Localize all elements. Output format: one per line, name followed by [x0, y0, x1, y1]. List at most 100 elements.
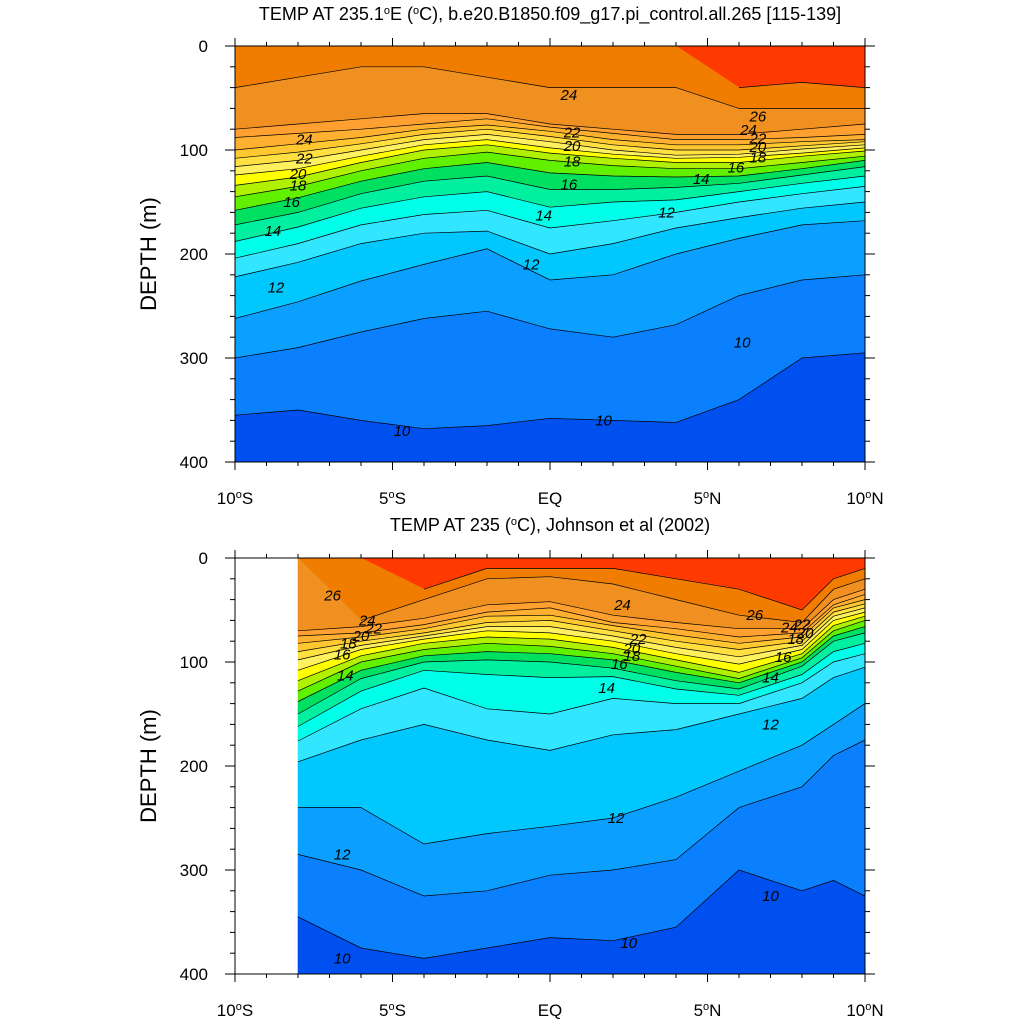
contour-label: 18	[624, 648, 641, 665]
y-tick-label: 0	[199, 549, 208, 568]
y-axis: 0 100 200 300 400	[180, 549, 875, 984]
contour-label: 14	[762, 670, 779, 687]
contour-label: 20	[352, 628, 370, 645]
contour-label: 24	[739, 122, 757, 139]
contour-label: 14	[535, 208, 552, 225]
isotherm-line	[234, 186, 866, 259]
contour-label: 24	[295, 132, 313, 149]
contour-label: 24	[780, 620, 798, 637]
contour-label: 22	[563, 124, 581, 141]
contour-label: 22	[295, 150, 313, 167]
isotherm-line	[234, 118, 866, 140]
isotherm-line	[234, 175, 866, 242]
x-tick-label: EQ	[538, 489, 563, 508]
contour-label: 22	[793, 617, 811, 634]
contour-label: 12	[658, 204, 675, 221]
isotherm-line	[423, 568, 866, 611]
isotherm-line	[297, 653, 866, 742]
isotherm-line	[297, 588, 866, 632]
y-tick-label: 400	[180, 965, 208, 984]
isotherm-line	[297, 615, 866, 682]
isotherm-line	[297, 603, 866, 652]
isotherm-line	[297, 642, 866, 727]
y-tick-label: 100	[180, 653, 208, 672]
isotherm-line	[234, 220, 866, 319]
contour-label: 10	[595, 412, 612, 429]
isotherm-line	[297, 607, 866, 661]
contour-label: 10	[620, 935, 637, 952]
contour-label: 10	[734, 334, 751, 351]
isotherm-line	[234, 166, 866, 226]
isotherm-line	[360, 576, 866, 623]
isotherm-line	[234, 352, 866, 430]
x-tick-label: 5oN	[694, 1001, 722, 1020]
contour-label: 20	[749, 139, 767, 156]
contour-label: 22	[629, 631, 647, 648]
y-axis-label: DEPTH (m)	[136, 709, 161, 823]
contour-label: 12	[608, 810, 625, 827]
isotherm-line	[234, 274, 866, 359]
isotherm-line	[234, 128, 866, 159]
contour-label: 24	[560, 87, 578, 104]
contour-label: 22	[364, 621, 382, 638]
isotherm-line	[234, 151, 866, 198]
isotherm-line	[297, 620, 866, 692]
contour-label: 12	[523, 256, 540, 273]
contour-label: 12	[762, 716, 779, 733]
panel-top: 2422201816141224222018161412262422201816…	[136, 4, 884, 508]
contour-label: 26	[323, 587, 341, 604]
y-tick-label: 200	[180, 245, 208, 264]
y-tick-label: 100	[180, 141, 208, 160]
contour-label: 16	[561, 176, 578, 193]
isotherm-line	[297, 599, 866, 644]
contour-label: 18	[564, 153, 581, 170]
x-tick-label: 10oN	[846, 1001, 883, 1020]
contour-label: 24	[358, 612, 376, 629]
contour-label: 10	[334, 950, 351, 967]
contour-label: 14	[598, 680, 615, 697]
x-axis: 10oS 5oS EQ 5oN 10oN	[217, 550, 884, 1020]
isotherm-line	[234, 134, 866, 167]
x-tick-label: 5oS	[379, 489, 406, 508]
chart-title: TEMP AT 235 (oC), Johnson et al (2002)	[390, 515, 710, 535]
x-axis: 10oS 5oS EQ 5oN 10oN	[217, 38, 884, 508]
isotherm-line	[738, 82, 866, 88]
isotherm-lines	[234, 66, 866, 430]
contour-label: 12	[334, 846, 351, 863]
contour-label: 10	[762, 888, 779, 905]
contour-label: 18	[340, 635, 357, 652]
x-tick-label: 10oS	[217, 1001, 253, 1020]
y-axis-label: DEPTH (m)	[136, 197, 161, 311]
contour-label: 20	[623, 640, 641, 657]
x-tick-label: 5oN	[694, 489, 722, 508]
contour-label: 18	[750, 149, 767, 166]
isotherm-line	[297, 666, 866, 763]
contour-label: 18	[290, 177, 307, 194]
contour-label: 10	[394, 423, 411, 440]
isotherm-line	[297, 632, 866, 715]
contour-label: 16	[283, 194, 300, 211]
contour-label: 26	[749, 109, 767, 126]
isotherm-line	[297, 739, 866, 897]
contour-label: 14	[264, 223, 281, 240]
contour-label: 22	[749, 131, 767, 148]
contour-label: 14	[337, 668, 354, 685]
contour-labels: 2624222018161412102422201816141210262422…	[323, 587, 814, 967]
isotherm-line	[234, 66, 865, 109]
isotherm-line	[297, 626, 866, 702]
contour-label: 24	[613, 597, 631, 614]
y-tick-label: 400	[180, 453, 208, 472]
chart-title: TEMP AT 235.1oE (oC), b.e20.B1850.f09_g1…	[259, 4, 841, 25]
y-tick-label: 0	[199, 37, 208, 56]
y-tick-label: 300	[180, 861, 208, 880]
isotherm-line	[234, 139, 866, 176]
contour-label: 18	[787, 631, 804, 648]
isotherm-line	[234, 113, 866, 135]
isotherm-line	[234, 144, 866, 186]
y-axis: 0 100 200 300 400	[180, 37, 875, 472]
y-tick-label: 200	[180, 757, 208, 776]
isotherm-line	[234, 124, 866, 151]
isotherm-line	[298, 703, 866, 845]
contour-label: 16	[728, 160, 745, 177]
